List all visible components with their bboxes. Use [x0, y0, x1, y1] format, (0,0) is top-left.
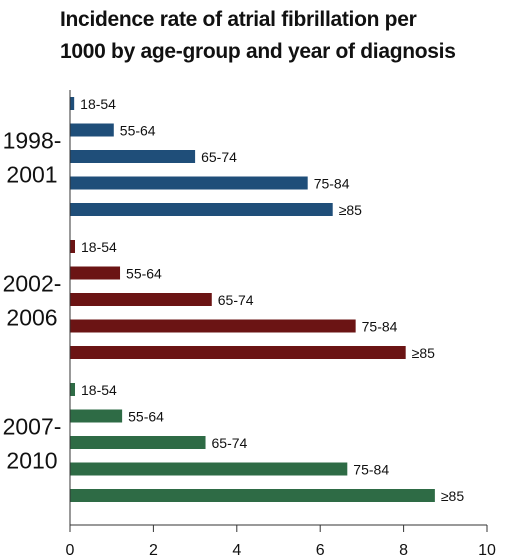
bar-label-g1-1: 18-54	[80, 96, 116, 112]
bar-g2-2	[70, 266, 121, 280]
bar-g3-1	[70, 383, 76, 396]
bar-label-g3-4: 75-84	[353, 462, 389, 478]
bar-g3-5	[70, 489, 435, 502]
bar-label-g3-3: 65-74	[212, 435, 248, 451]
bar-label-g1-2: 55-64	[120, 123, 156, 139]
bar-label-g2-1: 18-54	[81, 239, 117, 255]
x-tick-label-0: 0	[66, 542, 75, 559]
group-label-2-line-2: 2006	[6, 305, 57, 331]
bar-label-g1-5: ≥85	[339, 202, 362, 218]
bar-g1-5	[70, 203, 333, 216]
chart-title: Incidence rate of atrial fibrillation pe…	[60, 4, 508, 68]
bar-label-g2-4: 75-84	[362, 319, 398, 335]
bar-label-g2-5: ≥85	[412, 345, 435, 361]
group-label-1-line-1: 1998-	[3, 128, 62, 154]
bar-g3-3	[70, 436, 206, 449]
chart-title-line-1: Incidence rate of atrial fibrillation pe…	[60, 8, 417, 31]
group-label-1-line-2: 2001	[6, 162, 57, 188]
bar-g2-3	[70, 293, 212, 306]
bar-g1-4	[70, 176, 308, 190]
group-label-2-line-1: 2002-	[3, 271, 62, 297]
x-tick-label-6: 6	[316, 542, 325, 559]
bar-label-g1-4: 75-84	[314, 176, 350, 192]
bar-label-g2-2: 55-64	[126, 266, 162, 282]
group-label-3-line-2: 2010	[6, 448, 57, 474]
bar-g1-1	[70, 97, 75, 110]
bar-g1-2	[70, 123, 114, 137]
bar-label-g1-3: 65-74	[201, 149, 237, 165]
bar-label-g3-2: 55-64	[128, 409, 164, 425]
bar-g2-5	[70, 346, 406, 359]
bar-g3-4	[70, 462, 348, 476]
bar-g3-2	[70, 409, 123, 423]
chart-title-line-2: 1000 by age-group and year of diagnosis	[60, 40, 456, 63]
x-tick-label-2: 2	[149, 542, 158, 559]
x-tick-label-4: 4	[232, 542, 241, 559]
bar-g2-4	[70, 319, 356, 333]
bar-label-g2-3: 65-74	[218, 292, 254, 308]
bar-label-g3-1: 18-54	[81, 382, 117, 398]
bar-g1-3	[70, 150, 196, 163]
bar-label-g3-5: ≥85	[441, 488, 464, 504]
x-tick-label-10: 10	[478, 542, 496, 559]
x-tick-label-8: 8	[399, 542, 408, 559]
bar-g2-1	[70, 240, 76, 253]
group-label-3-line-1: 2007-	[3, 414, 62, 440]
